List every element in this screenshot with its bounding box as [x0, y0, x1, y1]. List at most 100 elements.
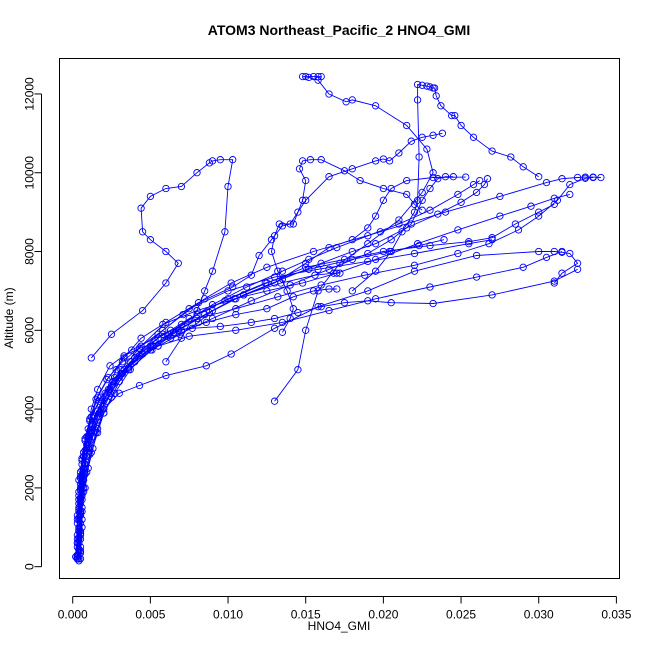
data-point: [162, 184, 170, 193]
data-point: [294, 366, 302, 374]
data-point: [302, 176, 310, 185]
plot-frame: [59, 58, 620, 579]
data-point: [371, 295, 380, 303]
y-tick-label: 12000: [23, 77, 37, 111]
data-point: [418, 188, 426, 197]
data-point: [573, 265, 582, 273]
data-point: [202, 362, 210, 370]
data-point: [535, 247, 543, 256]
data-point: [255, 251, 263, 260]
data-point: [485, 240, 493, 248]
data-point: [229, 283, 237, 291]
data-point: [302, 72, 310, 81]
data-point: [426, 206, 434, 214]
data-point: [410, 261, 419, 269]
data-point: [432, 92, 440, 100]
data-point: [488, 291, 496, 299]
data-point: [115, 389, 123, 397]
data-point: [201, 310, 209, 319]
data-point: [138, 228, 147, 236]
data-point: [418, 196, 426, 204]
data-point: [371, 212, 380, 220]
data-point: [309, 287, 318, 295]
data-point: [387, 247, 395, 256]
data-point: [566, 190, 574, 199]
data-point: [379, 247, 388, 256]
data-point: [137, 204, 145, 212]
data-point: [92, 395, 100, 403]
data-point: [325, 285, 333, 293]
data-point: [128, 346, 136, 354]
data-point: [566, 249, 574, 258]
data-point: [162, 279, 170, 287]
data-point: [138, 306, 147, 315]
data-point: [208, 267, 217, 275]
data-point: [440, 236, 448, 244]
data-point: [535, 208, 543, 216]
data-point: [302, 259, 310, 267]
data-point: [283, 287, 291, 295]
data-point: [415, 153, 423, 161]
data-point: [519, 263, 527, 271]
data-point: [302, 326, 310, 334]
data-point: [286, 281, 294, 289]
data-point: [403, 176, 411, 185]
data-point: [437, 102, 445, 110]
data-point: [480, 180, 489, 189]
data-point: [84, 440, 92, 449]
data-point: [270, 314, 279, 323]
data-point: [270, 397, 279, 405]
data-point: [426, 283, 434, 291]
data-point: [216, 322, 224, 331]
data-point: [295, 165, 304, 173]
data-point: [120, 366, 128, 374]
data-point: [131, 354, 139, 362]
series-9: [75, 176, 484, 565]
data-point: [483, 175, 492, 183]
data-point: [387, 184, 395, 193]
data-point: [336, 269, 344, 277]
data-point: [263, 263, 271, 271]
data-point: [333, 243, 341, 252]
data-point: [361, 271, 369, 279]
data-point: [73, 531, 82, 539]
data-point: [589, 173, 597, 182]
data-point: [407, 137, 415, 145]
data-point: [449, 173, 457, 181]
data-point: [75, 539, 83, 547]
data-point: [110, 389, 119, 397]
data-point: [535, 212, 543, 220]
data-point: [451, 111, 459, 120]
data-point: [410, 208, 419, 216]
data-point: [558, 247, 566, 256]
data-point: [519, 163, 527, 171]
data-point: [317, 281, 325, 289]
data-point: [162, 247, 170, 256]
series-7: [81, 247, 582, 492]
data-point: [188, 324, 196, 332]
data-point: [317, 72, 325, 81]
data-point: [340, 167, 349, 175]
series-14: [73, 129, 447, 559]
data-point: [364, 257, 372, 266]
data-point: [566, 180, 574, 189]
data-point: [325, 243, 333, 252]
series-line: [75, 239, 445, 557]
data-point: [448, 111, 456, 120]
data-point: [177, 182, 186, 191]
data-point: [76, 519, 85, 527]
data-point: [429, 299, 437, 308]
data-point: [387, 299, 395, 307]
data-point: [298, 72, 307, 81]
data-point: [429, 131, 437, 139]
data-point: [426, 241, 434, 250]
data-point: [294, 308, 302, 317]
data-point: [348, 255, 356, 264]
x-tick-label: 0.015: [291, 608, 321, 622]
data-point: [379, 196, 388, 204]
data-point: [135, 381, 144, 390]
chart-title: ATOM3 Northeast_Pacific_2 HNO4_GMI: [208, 22, 470, 38]
data-point: [581, 174, 589, 182]
data-point: [395, 149, 403, 157]
data-point: [289, 305, 297, 313]
